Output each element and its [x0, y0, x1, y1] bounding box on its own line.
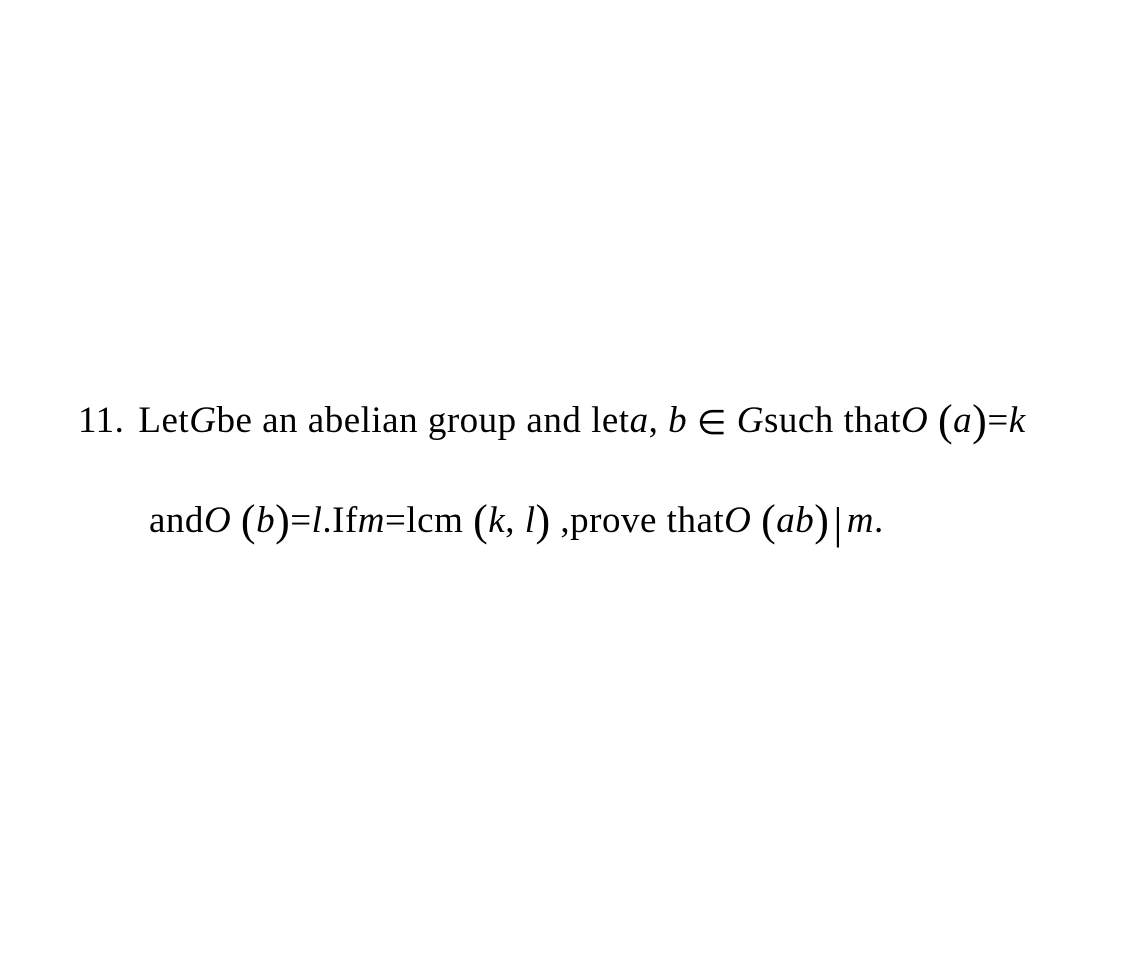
- rparen-4: ): [814, 490, 829, 552]
- var-G2: G: [737, 395, 764, 447]
- lparen: (: [938, 390, 953, 452]
- period: .: [322, 495, 332, 547]
- var-b: b: [668, 395, 687, 447]
- element-of-symbol: ∈: [697, 400, 727, 448]
- text-let: Let: [138, 395, 189, 447]
- var-a2: a: [953, 395, 972, 447]
- problem-container: 11. Let G be an abelian group and let a …: [78, 387, 1085, 548]
- var-l-2: l: [525, 495, 536, 547]
- var-k: k: [1009, 395, 1026, 447]
- text-abelian: be an abelian group and let: [216, 395, 629, 447]
- var-O-2: O: [204, 495, 231, 547]
- rparen-3: ): [536, 490, 551, 552]
- var-b-2: b: [256, 495, 275, 547]
- lparen-3: (: [473, 490, 488, 552]
- var-O: O: [901, 395, 928, 447]
- var-a: a: [630, 395, 649, 447]
- var-l: l: [312, 495, 323, 547]
- var-k-2: k: [488, 495, 505, 547]
- equals: =: [987, 395, 1008, 447]
- problem-number: 11.: [78, 395, 124, 447]
- comma-2: ,: [505, 495, 515, 547]
- divides-symbol: |: [833, 493, 842, 555]
- problem-line-1: 11. Let G be an abelian group and let a …: [78, 387, 1085, 449]
- text-prove: prove that: [570, 495, 724, 547]
- period-2: .: [874, 495, 884, 547]
- comma-3: ,: [560, 495, 570, 547]
- var-m: m: [358, 495, 385, 547]
- text-such-that: such that: [764, 395, 901, 447]
- var-ab: ab: [776, 495, 814, 547]
- lparen-2: (: [241, 490, 256, 552]
- rparen: ): [972, 390, 987, 452]
- equals-3: =: [385, 495, 406, 547]
- text-and: and: [149, 495, 204, 547]
- var-m-2: m: [847, 495, 874, 547]
- text-if: If: [332, 495, 358, 547]
- rparen-2: ): [275, 490, 290, 552]
- equals-2: =: [290, 495, 311, 547]
- var-O-3: O: [724, 495, 751, 547]
- var-G: G: [189, 395, 216, 447]
- comma: ,: [649, 395, 659, 447]
- lparen-4: (: [761, 490, 776, 552]
- lcm-text: lcm: [406, 495, 463, 547]
- problem-line-2: and O ( b ) = l . If m = lcm ( k , l ) ,…: [149, 487, 1085, 549]
